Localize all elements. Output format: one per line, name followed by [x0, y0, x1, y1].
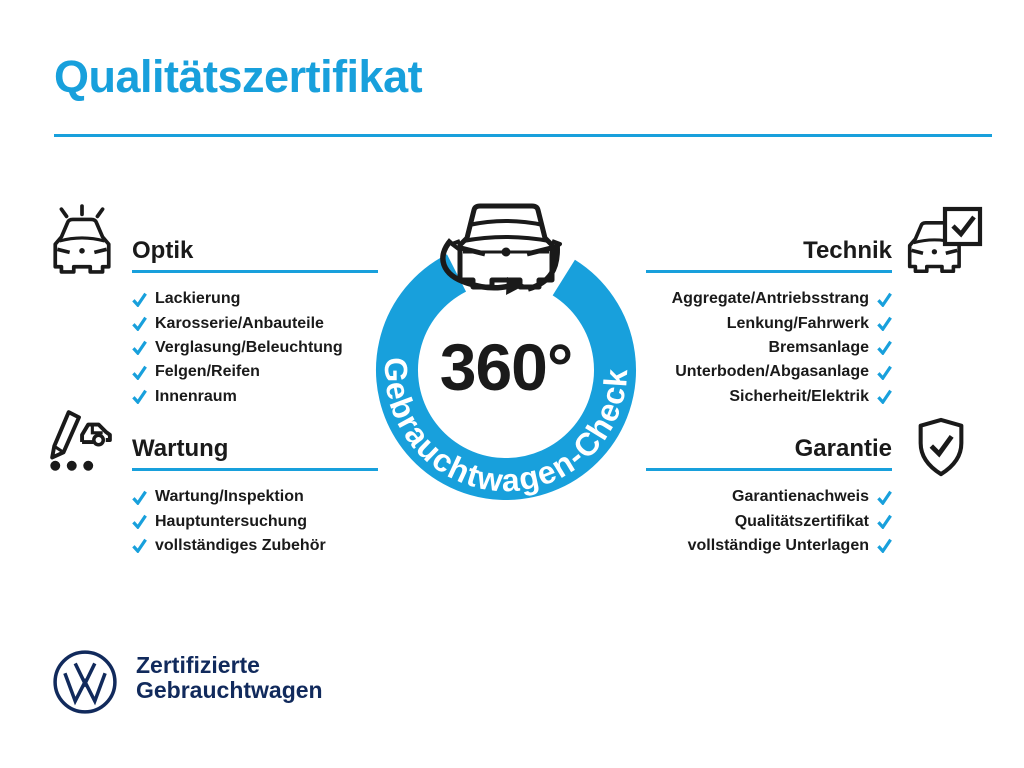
list-item: Karosserie/Anbauteile — [132, 311, 378, 335]
list-item: Felgen/Reifen — [132, 360, 378, 384]
item-label: Unterboden/Abgasanlage — [675, 363, 869, 381]
list-item: vollständiges Zubehör — [132, 534, 378, 558]
check-icon — [877, 365, 892, 380]
section-wartung: Wartung Wartung/Inspektion Hauptuntersuc… — [132, 436, 378, 558]
item-label: Lackierung — [155, 290, 241, 308]
shield-check-icon — [918, 417, 964, 477]
item-label: Wartung/Inspektion — [155, 488, 304, 506]
list-item: Hauptuntersuchung — [132, 509, 378, 533]
title-divider — [54, 134, 992, 137]
section-underline — [132, 270, 378, 273]
list-item: Sicherheit/Elektrik — [646, 385, 892, 409]
page-title: Qualitätszertifikat — [54, 51, 423, 102]
item-label: Bremsanlage — [768, 338, 870, 356]
section-underline — [132, 468, 378, 471]
item-label: vollständiges Zubehör — [155, 536, 326, 554]
section-optik-heading: Optik — [132, 237, 194, 264]
car-front-icon — [450, 203, 562, 290]
list-item: Unterboden/Abgasanlage — [646, 360, 892, 384]
check-icon — [132, 514, 147, 530]
technik-checklist: Aggregate/Antriebsstrang Lenkung/Fahrwer… — [646, 287, 892, 409]
check-icon — [132, 390, 147, 405]
item-label: Innenraum — [155, 387, 237, 405]
item-label: Verglasung/Beleuchtung — [155, 338, 343, 356]
section-technik-heading: Technik — [803, 237, 892, 264]
section-underline — [646, 468, 892, 471]
check-icon — [132, 292, 147, 307]
section-garantie: Garantie Garantienachweis Qualitätszerti… — [646, 436, 892, 558]
wartung-checklist: Wartung/Inspektion Hauptuntersuchung vol… — [132, 485, 378, 558]
check-icon — [132, 316, 147, 332]
brand-text: Zertifizierte Gebrauchtwagen — [136, 653, 323, 702]
item-label: Qualitätszertifikat — [734, 512, 869, 530]
list-item: Wartung/Inspektion — [132, 485, 378, 509]
section-underline — [646, 270, 892, 273]
check-icon — [877, 390, 892, 405]
section-optik: Optik Lackierung Karosserie/Anbauteile V… — [132, 238, 378, 409]
brand-line-2: Gebrauchtwagen — [136, 676, 323, 703]
vw-logo — [53, 650, 117, 714]
item-label: Hauptuntersuchung — [155, 512, 307, 530]
list-item: Verglasung/Beleuchtung — [132, 336, 378, 360]
check-icon — [877, 341, 892, 356]
check-icon — [132, 341, 147, 356]
check-icon — [877, 316, 892, 332]
car-checkbox-icon — [907, 206, 983, 274]
list-item: Bremsanlage — [646, 336, 892, 360]
list-item: Lackierung — [132, 287, 378, 311]
check-icon — [877, 539, 892, 554]
section-technik: Technik Aggregate/Antriebsstrang Lenkung… — [646, 238, 892, 409]
item-label: Felgen/Reifen — [155, 363, 260, 381]
check-icon — [132, 365, 147, 380]
list-item: Garantienachweis — [646, 485, 892, 509]
shiny-car-icon — [53, 204, 111, 274]
check-icon — [877, 292, 892, 307]
item-label: Garantienachweis — [732, 488, 869, 506]
list-item: Aggregate/Antriebsstrang — [646, 287, 892, 311]
list-item: Innenraum — [132, 385, 378, 409]
list-item: Qualitätszertifikat — [646, 509, 892, 533]
ring-arc — [376, 254, 636, 500]
section-wartung-heading: Wartung — [132, 435, 229, 462]
item-label: Aggregate/Antriebsstrang — [671, 290, 869, 308]
optik-checklist: Lackierung Karosserie/Anbauteile Verglas… — [132, 287, 378, 409]
item-label: Lenkung/Fahrwerk — [726, 314, 869, 332]
check-icon — [132, 490, 147, 505]
check-icon — [877, 490, 892, 505]
item-label: Karosserie/Anbauteile — [155, 314, 324, 332]
item-label: vollständige Unterlagen — [687, 536, 869, 554]
check-icon — [877, 514, 892, 530]
degree-value: 360° — [440, 330, 573, 404]
section-garantie-heading: Garantie — [794, 435, 892, 462]
list-item: Lenkung/Fahrwerk — [646, 311, 892, 335]
service-checklist-icon — [50, 410, 112, 471]
garantie-checklist: Garantienachweis Qualitätszertifikat vol… — [646, 485, 892, 558]
brand-line-1: Zertifizierte — [136, 652, 260, 678]
list-item: vollständige Unterlagen — [646, 534, 892, 558]
360-check-badge: Gebrauchtwagen-Check 360° — [376, 203, 636, 500]
item-label: Sicherheit/Elektrik — [729, 387, 869, 405]
check-icon — [132, 539, 147, 554]
